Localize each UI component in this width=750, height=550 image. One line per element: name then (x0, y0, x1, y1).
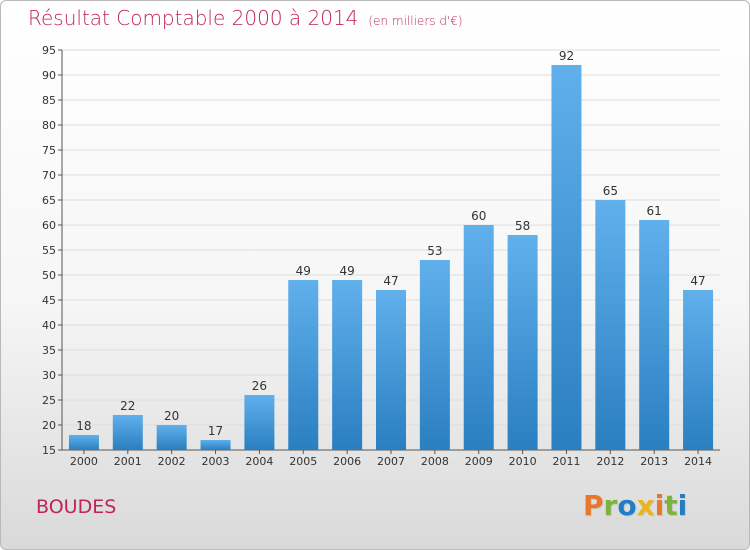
y-tick-label: 20 (42, 419, 56, 432)
y-tick-label: 50 (42, 269, 56, 282)
x-tick-label-2013: 2013 (640, 455, 668, 468)
bar-2011 (551, 65, 582, 450)
value-label-2014: 47 (690, 274, 705, 288)
x-tick-label-2011: 2011 (552, 455, 580, 468)
title-text: Résultat Comptable 2000 à 2014 (28, 6, 359, 30)
x-tick-label-2002: 2002 (158, 455, 186, 468)
bar-2005 (288, 280, 319, 450)
value-label-2007: 47 (383, 274, 398, 288)
x-tick-label-2000: 2000 (70, 455, 98, 468)
bar-2014 (683, 290, 714, 450)
logo-letter: t (664, 489, 678, 522)
x-tick-label-2012: 2012 (596, 455, 624, 468)
y-tick-label: 35 (42, 344, 56, 357)
x-tick-label-2001: 2001 (114, 455, 142, 468)
y-tick-label: 15 (42, 444, 56, 457)
bar-2003 (200, 440, 231, 450)
bar-2010 (507, 235, 538, 450)
x-tick-label-2004: 2004 (245, 455, 273, 468)
bar-2007 (376, 290, 406, 450)
commune-name: BOUDES (36, 496, 117, 518)
value-label-2013: 61 (647, 204, 662, 218)
y-tick-label: 85 (42, 94, 56, 107)
chart-subtitle: (en milliers d'€) (368, 14, 463, 28)
value-label-2009: 60 (471, 209, 486, 223)
value-label-2002: 20 (164, 409, 179, 423)
value-label-2003: 17 (208, 424, 223, 438)
bar-2012 (595, 200, 626, 450)
value-label-2000: 18 (76, 419, 91, 433)
value-label-2006: 49 (339, 264, 354, 278)
x-tick-label-2008: 2008 (421, 455, 449, 468)
value-label-2011: 92 (559, 49, 574, 63)
y-tick-label: 90 (42, 69, 56, 82)
value-label-2001: 22 (120, 399, 135, 413)
bar-2004 (244, 395, 275, 450)
y-tick-label: 45 (42, 294, 56, 307)
y-tick-label: 80 (42, 119, 56, 132)
value-label-2005: 49 (296, 264, 311, 278)
y-tick-label: 75 (42, 144, 56, 157)
logo-letter: i (654, 489, 665, 522)
chart-title: Résultat Comptable 2000 à 2014 (en millie… (28, 6, 463, 30)
proxiti-logo[interactable]: Proxiti (583, 489, 687, 522)
bar-2001 (112, 415, 143, 450)
x-tick-label-2007: 2007 (377, 455, 405, 468)
x-tick-label-2010: 2010 (509, 455, 537, 468)
bar-2009 (463, 225, 494, 450)
y-tick-label: 40 (42, 319, 56, 332)
logo-letter: r (603, 489, 618, 522)
y-tick-label: 55 (42, 244, 56, 257)
value-labels: 18 22 20 17 26 49 49 47 53 60 58 92 65 61 47 (76, 49, 705, 438)
x-tick-labels: 2000 2001 2002 2003 2004 2005 2006 2007 2008 2009… (70, 455, 712, 468)
bar-2013 (639, 220, 670, 450)
x-tick-label-2006: 2006 (333, 455, 361, 468)
bar-2008 (419, 260, 450, 450)
logo-letter: P (583, 489, 604, 522)
value-label-2004: 26 (252, 379, 267, 393)
y-tick-label: 95 (42, 44, 56, 57)
x-tick-label-2014: 2014 (684, 455, 712, 468)
y-tick-label: 70 (42, 169, 56, 182)
value-label-2010: 58 (515, 219, 530, 233)
bars (68, 65, 714, 450)
bar-2002 (156, 425, 187, 450)
logo-letter: x (636, 489, 655, 522)
x-tick-label-2009: 2009 (465, 455, 493, 468)
y-tick-label: 30 (42, 369, 56, 382)
logo-letter: i (677, 489, 688, 522)
y-tick-label: 25 (42, 394, 56, 407)
x-tick-label-2005: 2005 (289, 455, 317, 468)
bar-2000 (68, 435, 99, 450)
logo-letter: o (617, 489, 637, 522)
y-tick-label: 65 (42, 194, 56, 207)
y-tick-label: 60 (42, 219, 56, 232)
x-tick-label-2003: 2003 (202, 455, 230, 468)
bar-2006 (332, 280, 363, 450)
y-tick-labels: 15 20 25 30 35 40 45 50 55 60 65 70 75 80 85 90 95 (42, 44, 56, 457)
value-label-2008: 53 (427, 244, 442, 258)
value-label-2012: 65 (603, 184, 618, 198)
